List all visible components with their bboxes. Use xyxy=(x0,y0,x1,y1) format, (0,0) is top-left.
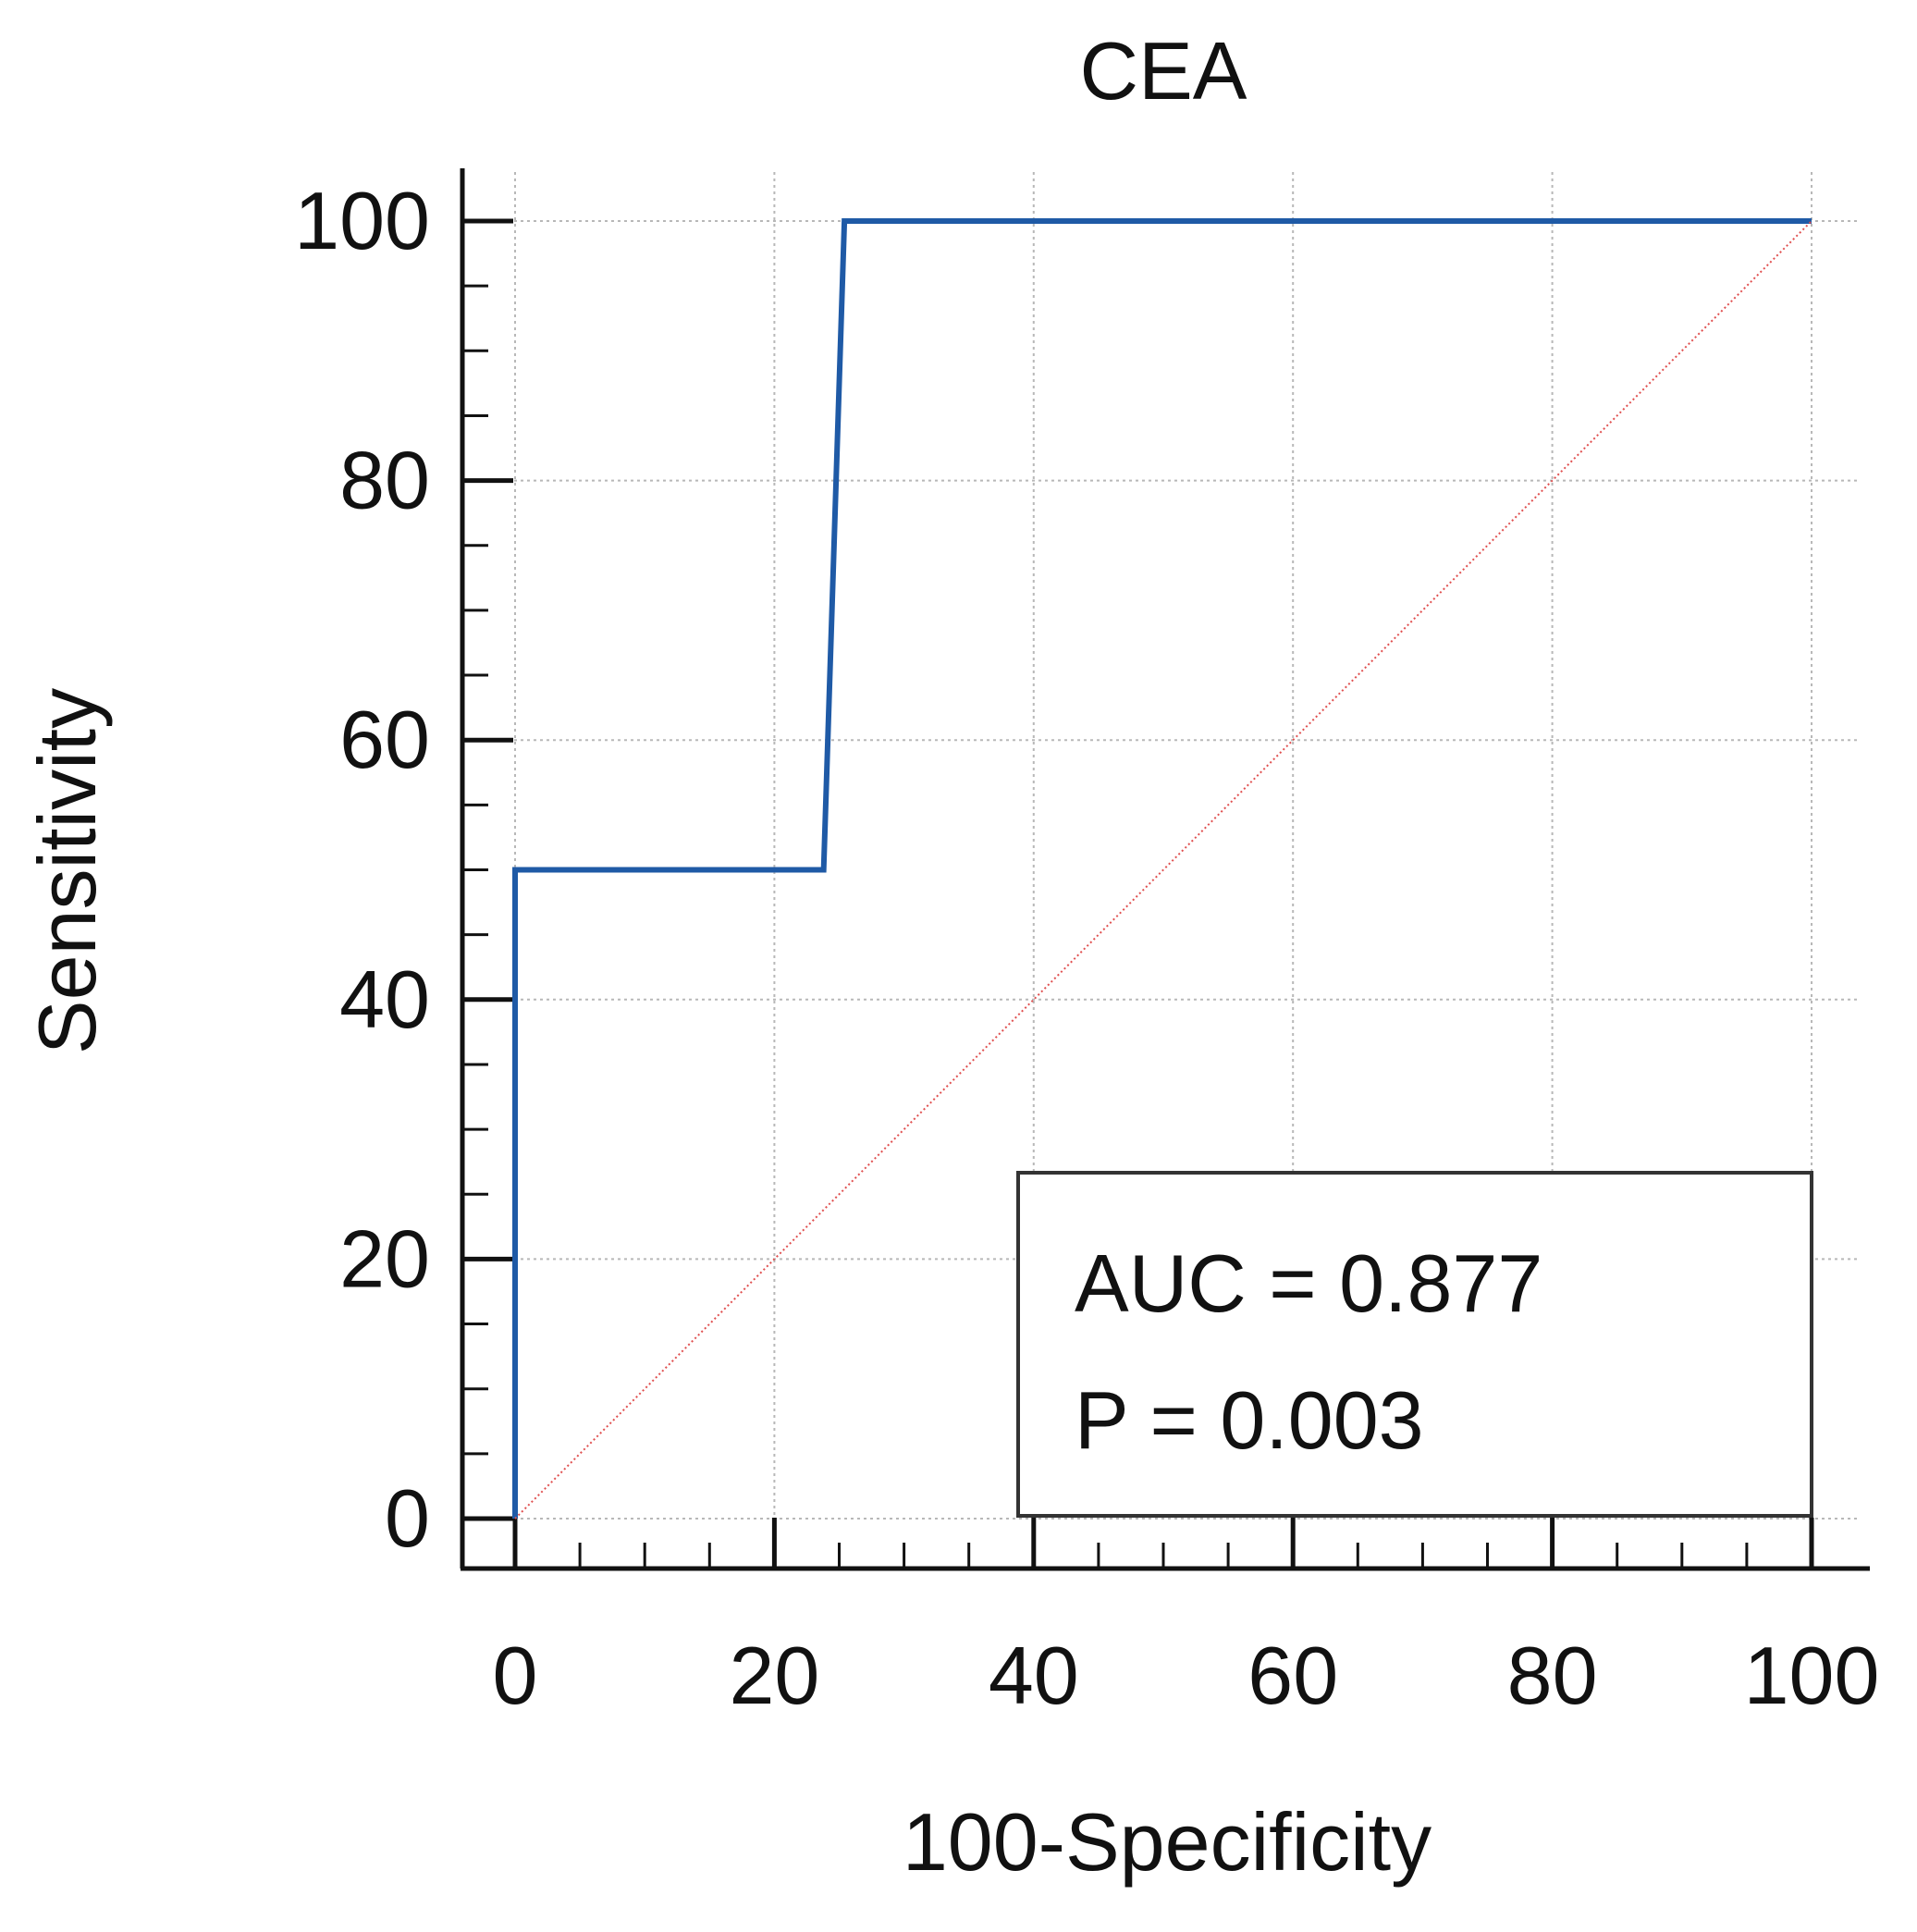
axis-ticks: 0 20 40 60 80 100 0 20 40 60 80 100 xyxy=(294,175,1879,1721)
y-tick-label: 0 xyxy=(385,1472,430,1564)
auc-annotation: AUC = 0.877 xyxy=(1075,1237,1542,1329)
reference-diagonal-line xyxy=(514,220,1813,1520)
y-tick-label: 60 xyxy=(339,694,430,785)
x-tick-label: 20 xyxy=(729,1630,819,1721)
statistics-box-frame xyxy=(1016,1171,1813,1518)
statistics-box: AUC = 0.877 P = 0.003 xyxy=(1016,1171,1813,1518)
x-tick-label: 60 xyxy=(1247,1630,1338,1721)
roc-curve-line xyxy=(512,218,1812,1519)
x-tick-label: 0 xyxy=(493,1630,538,1721)
y-tick-label: 100 xyxy=(294,175,430,266)
chart-title: CEA xyxy=(1080,25,1247,117)
x-tick-label: 80 xyxy=(1507,1630,1598,1721)
x-tick-label: 100 xyxy=(1744,1630,1880,1721)
y-axis-label: Sensitivity xyxy=(21,688,113,1054)
p-value-annotation: P = 0.003 xyxy=(1075,1374,1424,1466)
y-tick-label: 40 xyxy=(339,954,430,1045)
x-axis-label: 100-Specificity xyxy=(903,1796,1432,1888)
y-tick-label: 20 xyxy=(339,1212,430,1304)
x-tick-label: 40 xyxy=(989,1630,1079,1721)
y-tick-label: 80 xyxy=(339,435,430,526)
data-series xyxy=(512,218,1813,1520)
